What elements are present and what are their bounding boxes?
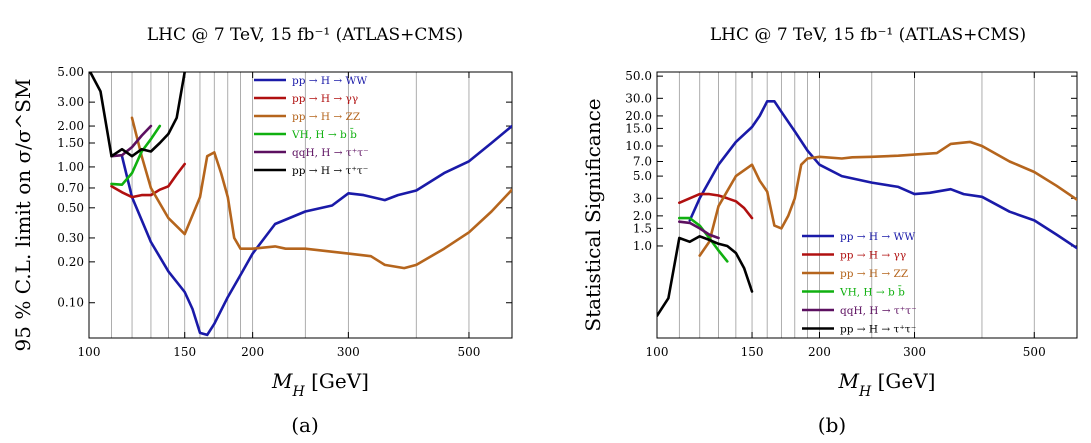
x-tick-label: 200 xyxy=(241,345,264,359)
y-tick-label: 2.00 xyxy=(57,119,84,133)
chart-title: LHC @ 7 TeV, 15 fb⁻¹ (ATLAS+CMS) xyxy=(147,25,463,45)
series-line-0 xyxy=(120,124,512,337)
legend-label: pp → H → τ⁺τ⁻ xyxy=(840,324,916,336)
grid xyxy=(111,72,470,338)
y-tick-label: 0.70 xyxy=(57,181,84,195)
x-tick-label: 100 xyxy=(646,345,669,359)
y-tick-label: 5.00 xyxy=(57,65,84,79)
plot-frame xyxy=(88,71,513,339)
y-tick-label: 30.0 xyxy=(625,91,652,105)
plot-frame xyxy=(656,71,1078,339)
y-axis: 1.0 1.52.0 3.0 5.07.010.0 15.020.0 30.0 50.0 xyxy=(625,69,1077,253)
series-line-3 xyxy=(110,124,162,186)
x-tick-label: 150 xyxy=(173,345,196,359)
legend-label: VH, H → b b̄ xyxy=(291,128,357,141)
chart-title: LHC @ 7 TeV, 15 fb⁻¹ (ATLAS+CMS) xyxy=(710,25,1026,45)
series-line-2 xyxy=(130,116,512,270)
y-tick-label: 1.00 xyxy=(57,160,84,174)
legend-label: pp → H → ZZ xyxy=(292,111,360,123)
legend-label: pp → H → ZZ xyxy=(840,268,908,280)
x-axis: 100 150 200 300 500 xyxy=(646,72,1046,359)
x-tick-label: 100 xyxy=(78,345,101,359)
y-tick-label: 0.10 xyxy=(57,296,84,310)
x-tick-label: 500 xyxy=(458,345,481,359)
y-axis-title: Statistical Significance xyxy=(581,98,605,331)
series-line-4 xyxy=(678,220,720,240)
panel-caption: (b) xyxy=(818,413,846,437)
panel-caption: (a) xyxy=(291,413,319,437)
y-axis-title: 95 % C.L. limit on σ/σ^SM xyxy=(11,79,35,352)
y-tick-label: 0.30 xyxy=(57,231,84,245)
chart-panel-b: 100 150 200 300 500 1.0 1.52.0 3.0 5.07.010.0 15.… xyxy=(581,25,1078,437)
series-line-4 xyxy=(110,124,153,158)
y-tick-label: 1.0 xyxy=(633,239,652,253)
y-tick-label: 0.20 xyxy=(57,255,84,269)
legend-label: pp → H → τ⁺τ⁻ xyxy=(292,165,368,177)
x-axis-title: MH [GeV] xyxy=(271,369,369,400)
y-tick-label: 5.0 xyxy=(633,169,652,183)
series-line-1 xyxy=(678,192,754,220)
legend-label: VH, H → b b̄ xyxy=(839,285,905,298)
series-line-0 xyxy=(688,100,1077,250)
legend-label: pp → H → WW xyxy=(292,75,367,87)
y-tick-label: 1.5 xyxy=(633,221,652,235)
x-tick-label: 200 xyxy=(808,345,831,359)
x-axis: 100 150 200 300 500 xyxy=(78,72,481,359)
x-tick-label: 300 xyxy=(903,345,926,359)
legend-label: qqH, H → τ⁺τ⁻ xyxy=(840,305,917,317)
y-tick-label: 1.50 xyxy=(57,136,84,150)
x-axis-title: MH [GeV] xyxy=(838,369,936,400)
x-tick-label: 150 xyxy=(741,345,764,359)
y-tick-label: 15.0 xyxy=(625,121,652,135)
legend-label: pp → H → γγ xyxy=(840,250,906,262)
x-tick-label: 500 xyxy=(1023,345,1046,359)
series-line-2 xyxy=(698,140,1077,257)
legend-label: pp → H → WW xyxy=(840,231,915,243)
legend-label: qqH, H → τ⁺τ⁻ xyxy=(292,147,369,159)
series-line-1 xyxy=(110,162,186,199)
x-tick-label: 300 xyxy=(337,345,360,359)
y-tick-label: 3.0 xyxy=(633,191,652,205)
y-tick-label: 0.50 xyxy=(57,201,84,215)
y-tick-label: 7.0 xyxy=(633,154,652,168)
y-axis: 0.10 0.20 0.30 0.50 0.70 1.00 1.50 2.00 3.00 5.00 xyxy=(57,65,512,310)
y-tick-label: 10.0 xyxy=(625,139,652,153)
series-group xyxy=(657,100,1077,318)
series-line-5 xyxy=(657,235,754,318)
series-line-5 xyxy=(89,72,186,158)
series-group xyxy=(89,72,512,337)
y-tick-label: 20.0 xyxy=(625,109,652,123)
legend: pp → H → WW pp → H → γγ pp → H → ZZ VH, H →… xyxy=(254,75,369,177)
legend: pp → H → WW pp → H → γγ pp → H → ZZ VH, H →… xyxy=(802,231,917,336)
chart-panel-a: 100 150 200 300 5000.100.200.300.500.701.001… xyxy=(11,25,513,437)
y-tick-label: 3.00 xyxy=(57,95,84,109)
y-tick-label: 2.0 xyxy=(633,209,652,223)
legend-label: pp → H → γγ xyxy=(292,93,358,105)
y-tick-label: 50.0 xyxy=(625,69,652,83)
